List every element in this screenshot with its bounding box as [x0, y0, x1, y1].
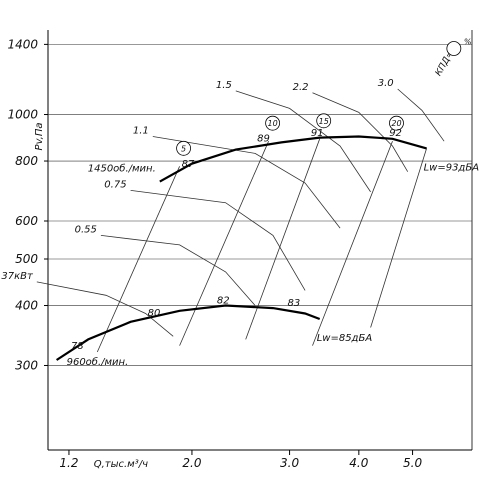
noise-level-label: Lw=85дБА — [317, 333, 373, 344]
power-label: 1.5 — [216, 80, 232, 91]
blade-angle-marker — [265, 115, 281, 131]
x-tick-label: 4.0 — [349, 456, 368, 470]
efficiency-mark: 89 — [257, 134, 270, 145]
blade-angle-label: 5 — [181, 144, 186, 153]
blade-angle-line — [312, 141, 393, 346]
x-tick-label: 3.0 — [280, 456, 299, 470]
y-tick-label: 400 — [15, 299, 38, 313]
blade-angle-label: 20 — [391, 119, 401, 128]
efficiency-mark: 78 — [71, 341, 84, 352]
blade-angle-label: 10 — [268, 119, 278, 128]
y-tick-label: 500 — [15, 252, 38, 266]
efficiency-mark: 91 — [311, 128, 324, 139]
power-label: 1.1 — [133, 125, 149, 136]
x-axis-label: Q,тыс.м³/ч — [94, 459, 148, 470]
y-tick-label: 1400 — [7, 37, 38, 51]
power-curve — [130, 190, 306, 291]
blade-angle-line — [96, 166, 180, 353]
power-curve — [100, 235, 256, 306]
x-tick-label: 1.2 — [59, 456, 78, 470]
blade-angle-label: 15 — [319, 117, 329, 126]
y-tick-label: 1000 — [7, 108, 38, 122]
power-curve — [36, 281, 174, 337]
power-label: 3.0 — [378, 78, 394, 89]
efficiency-mark: 82 — [217, 296, 230, 307]
efficiency-mark: 80 — [148, 308, 161, 319]
efficiency-mark: 87 — [182, 159, 195, 170]
noise-level-label: Lw=93дБА — [424, 162, 480, 173]
power-label: Ny=0.37кВт — [0, 271, 34, 282]
efficiency-axis-unit: % — [464, 38, 472, 47]
power-label: 0.75 — [104, 179, 126, 190]
performance-curve — [159, 135, 427, 183]
blade-angle-line — [370, 148, 427, 328]
power-curve — [152, 136, 341, 229]
speed-label-960: 960об./мин. — [67, 356, 129, 368]
y-tick-label: 800 — [15, 154, 38, 168]
y-tick-label: 300 — [15, 358, 38, 372]
efficiency-axis-marker — [446, 41, 462, 56]
power-curve — [397, 88, 445, 142]
power-label: 0.55 — [75, 224, 97, 235]
efficiency-mark: 83 — [288, 298, 301, 309]
x-tick-label: 2.0 — [182, 456, 201, 470]
power-label: 2.2 — [293, 82, 309, 93]
blade-angle-marker — [176, 140, 191, 156]
power-curve — [235, 90, 371, 193]
performance-curve — [55, 304, 321, 361]
speed-label-1450: 1450об./мин. — [88, 163, 156, 175]
power-curve — [312, 92, 409, 172]
blade-angle-marker — [316, 113, 332, 129]
x-tick-label: 5.0 — [403, 456, 422, 470]
y-axis-label: Pv,Па — [34, 122, 45, 150]
blade-angle-line — [245, 138, 321, 340]
blade-angle-line — [179, 141, 269, 346]
blade-angle-marker — [389, 115, 404, 131]
y-tick-label: 600 — [15, 214, 38, 228]
efficiency-mark: 92 — [389, 128, 402, 139]
